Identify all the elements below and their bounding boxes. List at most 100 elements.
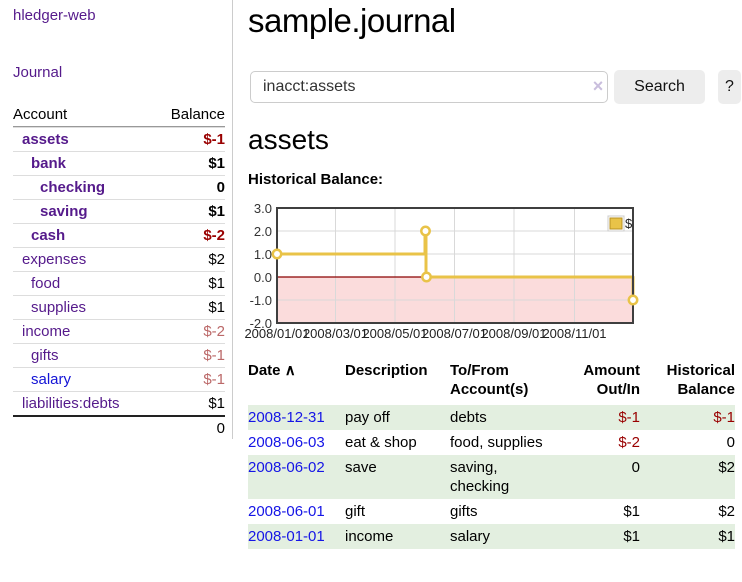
transaction-description: gift bbox=[345, 503, 366, 520]
accounts-table-header: Account Balance bbox=[13, 103, 225, 127]
transaction-balance: $2 bbox=[640, 455, 735, 499]
transaction-accounts: debts bbox=[450, 405, 560, 430]
x-axis-tick-labels: 2008/01/01 2008/03/01 2008/05/01 2008/07… bbox=[244, 326, 606, 341]
account-link-food[interactable]: food bbox=[31, 275, 61, 292]
account-link-bank[interactable]: bank bbox=[31, 155, 67, 172]
account-heading: assets bbox=[248, 124, 329, 155]
account-balance: $2 bbox=[208, 251, 225, 268]
clear-search-icon[interactable]: × bbox=[592, 76, 604, 96]
column-header-description: Description bbox=[345, 362, 428, 379]
transaction-date-link[interactable]: 2008-06-02 bbox=[248, 459, 325, 476]
transaction-balance: $1 bbox=[640, 524, 735, 549]
transaction-date-link[interactable]: 2008-12-31 bbox=[248, 409, 325, 426]
account-balance: $-2 bbox=[203, 227, 225, 244]
register-row: 2008-12-31 pay off debts $-1 $-1 bbox=[248, 405, 735, 430]
chart-title: Historical Balance: bbox=[248, 171, 384, 188]
legend-swatch bbox=[609, 217, 623, 230]
app-title-link[interactable]: hledger-web bbox=[13, 7, 96, 24]
svg-text:2.0: 2.0 bbox=[254, 224, 272, 239]
register-row: 2008-06-03 eat & shop food, supplies $-2… bbox=[248, 430, 735, 455]
svg-text:2008/09/01: 2008/09/01 bbox=[481, 326, 546, 341]
account-link-expenses[interactable]: expenses bbox=[22, 251, 87, 268]
account-balance: $1 bbox=[208, 275, 225, 292]
transaction-amount: $-1 bbox=[560, 405, 640, 430]
sort-ascending-icon: ∧ bbox=[284, 362, 296, 379]
account-row: liabilities:debts $1 bbox=[13, 391, 225, 415]
transaction-accounts: food, supplies bbox=[450, 434, 543, 451]
page-title: sample.journal bbox=[248, 2, 456, 39]
register-header-row: Date ∧ Description To/From Account(s) Am… bbox=[248, 361, 735, 405]
svg-text:2008/07/01: 2008/07/01 bbox=[422, 326, 487, 341]
svg-text:2008/11/01: 2008/11/01 bbox=[542, 326, 606, 341]
register-row: 2008-06-02 save saving, checking 0 $2 bbox=[248, 455, 735, 499]
transaction-date-link[interactable]: 2008-01-01 bbox=[248, 528, 325, 545]
register-row: 2008-01-01 income salary $1 $1 bbox=[248, 524, 735, 549]
account-row: gifts $-1 bbox=[13, 343, 225, 367]
accounts-total-row: 0 bbox=[13, 415, 225, 439]
transaction-description: income bbox=[345, 524, 450, 549]
account-row: salary $-1 bbox=[13, 367, 225, 391]
svg-text:1.0: 1.0 bbox=[254, 247, 272, 262]
account-row: saving $1 bbox=[13, 199, 225, 223]
data-point-markers bbox=[271, 225, 639, 306]
svg-text:-1.0: -1.0 bbox=[250, 293, 272, 308]
help-button[interactable]: ? bbox=[718, 70, 741, 104]
column-header-balance: Historical Balance bbox=[666, 362, 735, 398]
legend-label: $ bbox=[625, 216, 633, 231]
account-row: income $-2 bbox=[13, 319, 225, 343]
account-link-checking[interactable]: checking bbox=[40, 179, 106, 196]
transaction-balance: 0 bbox=[726, 434, 735, 451]
account-row: cash $-2 bbox=[13, 223, 225, 247]
transaction-balance: $-1 bbox=[640, 405, 735, 430]
transaction-description: eat & shop bbox=[345, 434, 417, 451]
register-table: Date ∧ Description To/From Account(s) Am… bbox=[248, 361, 735, 549]
account-balance: $-2 bbox=[203, 323, 225, 340]
account-link-salary[interactable]: salary bbox=[31, 371, 72, 388]
svg-text:0.0: 0.0 bbox=[254, 270, 272, 285]
svg-text:3.0: 3.0 bbox=[254, 201, 272, 216]
account-link-income[interactable]: income bbox=[22, 323, 71, 340]
transaction-description: save bbox=[345, 455, 450, 499]
account-link-saving[interactable]: saving bbox=[40, 203, 88, 220]
transaction-date-link[interactable]: 2008-06-01 bbox=[248, 503, 325, 520]
account-row: supplies $1 bbox=[13, 295, 225, 319]
column-header-date[interactable]: Date ∧ bbox=[248, 361, 345, 405]
svg-text:2008/01/01: 2008/01/01 bbox=[244, 326, 309, 341]
account-link-supplies[interactable]: supplies bbox=[31, 299, 87, 316]
accounts-total-value: 0 bbox=[216, 419, 225, 437]
account-row: expenses $2 bbox=[13, 247, 225, 271]
column-header-account: To/From Account(s) bbox=[450, 362, 529, 398]
chart-legend: $ bbox=[607, 215, 633, 232]
search-button[interactable]: Search bbox=[614, 70, 705, 104]
transaction-accounts: gifts bbox=[450, 503, 478, 520]
register-row: 2008-06-01 gift gifts $1 $2 bbox=[248, 499, 735, 524]
account-link-liabilities-debts[interactable]: liabilities:debts bbox=[22, 395, 120, 412]
svg-text:2008/05/01: 2008/05/01 bbox=[362, 326, 427, 341]
account-balance: $1 bbox=[208, 299, 225, 316]
account-balance: 0 bbox=[216, 179, 225, 196]
transaction-amount: $1 bbox=[560, 524, 640, 549]
search-input[interactable] bbox=[250, 71, 608, 103]
account-balance: $1 bbox=[208, 395, 225, 412]
account-row: assets $-1 bbox=[13, 127, 225, 151]
account-link-gifts[interactable]: gifts bbox=[31, 347, 59, 364]
account-link-cash[interactable]: cash bbox=[31, 227, 66, 244]
nav-journal-link[interactable]: Journal bbox=[13, 64, 63, 81]
y-axis-tick-labels: 3.0 2.0 1.0 0.0 -1.0 -2.0 bbox=[250, 201, 272, 331]
account-balance: $-1 bbox=[203, 347, 225, 364]
account-balance: $-1 bbox=[203, 371, 225, 388]
svg-text:2008/03/01: 2008/03/01 bbox=[303, 326, 368, 341]
account-row: bank $1 bbox=[13, 151, 225, 175]
transaction-description: pay off bbox=[345, 405, 450, 430]
transaction-accounts: salary bbox=[450, 524, 560, 549]
column-header-amount: Amount Out/In bbox=[583, 362, 640, 398]
account-balance: $1 bbox=[208, 203, 225, 220]
svg-text:-2.0: -2.0 bbox=[250, 316, 272, 331]
plot-border bbox=[276, 207, 634, 324]
transaction-amount: 0 bbox=[560, 455, 640, 499]
transaction-date-link[interactable]: 2008-06-03 bbox=[248, 434, 325, 451]
date-header-label: Date bbox=[248, 362, 281, 379]
account-balance: $1 bbox=[208, 155, 225, 172]
account-link-assets[interactable]: assets bbox=[22, 131, 69, 148]
balance-column-header: Balance bbox=[170, 106, 225, 123]
